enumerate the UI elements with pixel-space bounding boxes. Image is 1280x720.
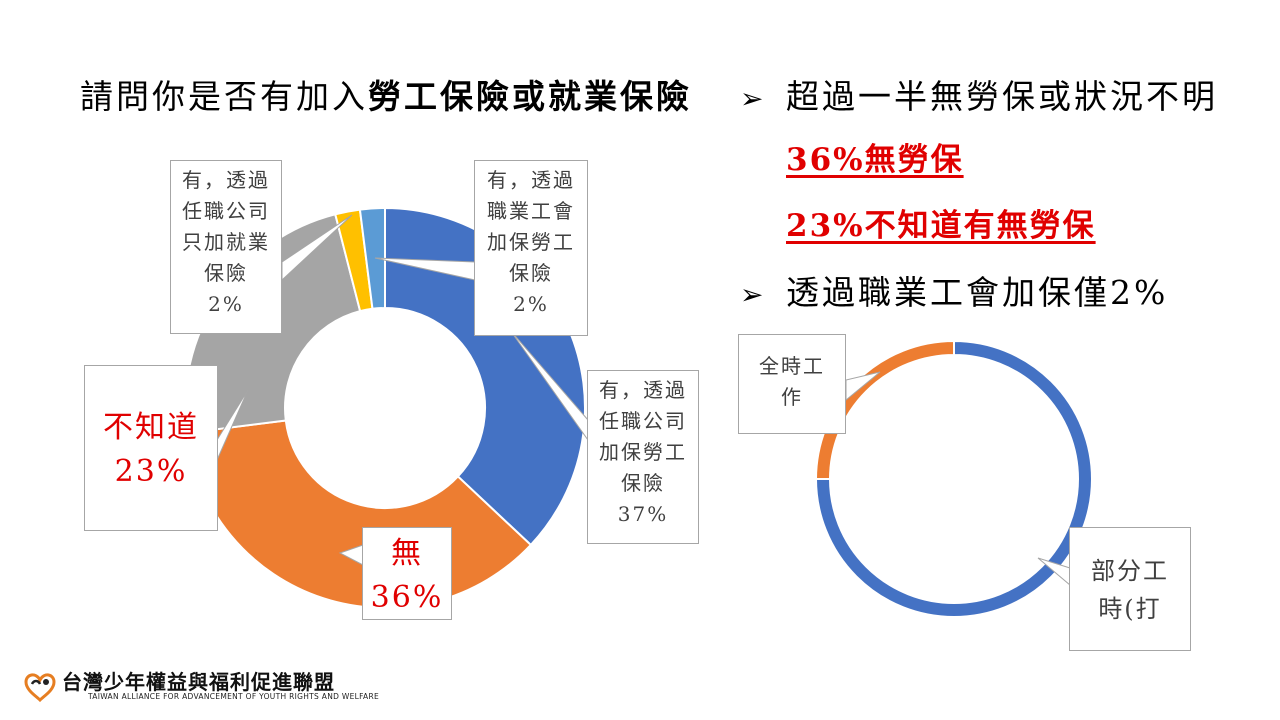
callout-line: 保險 [621, 471, 665, 495]
callout-value: 37% [617, 502, 669, 526]
callout-line: 保險 [204, 261, 248, 285]
callout-line: 有，透過 [182, 168, 270, 192]
callout-fulltime: 全時工 作 [738, 334, 846, 434]
callout-line: 不知道 [103, 410, 199, 445]
tayrw-logo-icon [24, 673, 56, 703]
highlight-no-insurance: 36%無勞保 [786, 142, 964, 178]
callout-value: 36% [370, 579, 444, 615]
callout-company-labor: 有，透過 任職公司 加保勞工 保險 37% [587, 370, 699, 544]
callout-line: 加保勞工 [599, 440, 687, 464]
bullet-2-text: 透過職業工會加保僅2% [786, 273, 1169, 312]
callout-employment-only: 有，透過 任職公司 只加就業 保險 2% [170, 160, 282, 334]
callout-value: 2% [513, 292, 549, 316]
title-part-2: 勞工保險或就業保險 [368, 77, 692, 116]
pointer-fulltime [845, 371, 881, 402]
org-name: 台灣少年權益與福利促進聯盟 [62, 670, 335, 694]
org-subtitle: TAIWAN ALLIANCE FOR ADVANCEMENT OF YOUTH… [88, 692, 380, 701]
callout-line: 部分工 [1091, 557, 1169, 585]
callout-parttime: 部分工 時(打 [1069, 527, 1191, 651]
arrow-bullet-icon: ➢ [740, 278, 767, 311]
callout-line: 時(打 [1098, 595, 1162, 624]
callout-line: 任職公司 [182, 199, 270, 223]
callout-none: 無 36% [362, 527, 452, 620]
callout-unknown: 不知道 23% [84, 365, 218, 531]
pointer-employment-only [281, 214, 353, 282]
bullet-1: ➢ 超過一半無勞保或狀況不明 [740, 70, 1218, 118]
bullet-1-text: 超過一半無勞保或狀況不明 [786, 77, 1218, 116]
callout-line: 保險 [509, 261, 553, 285]
slide-title: 請問你是否有加入勞工保險或就業保險 [80, 70, 692, 118]
callout-union: 有，透過 職業工會 加保勞工 保險 2% [474, 160, 588, 336]
callout-line: 全時工 [759, 354, 825, 378]
bullet-2: ➢ 透過職業工會加保僅2% [740, 266, 1168, 314]
title-part-1: 請問你是否有加入 [80, 77, 368, 116]
org-logo: 台灣少年權益與福利促進聯盟 TAIWAN ALLIANCE FOR ADVANC… [22, 666, 382, 706]
arrow-bullet-icon: ➢ [740, 82, 767, 115]
callout-line: 只加就業 [182, 230, 270, 254]
callout-line: 加保勞工 [487, 230, 575, 254]
callout-line: 職業工會 [487, 199, 575, 223]
callout-line: 任職公司 [599, 409, 687, 433]
callout-value: 2% [208, 292, 244, 316]
callout-line: 有，透過 [599, 378, 687, 402]
slice-union [358, 206, 386, 310]
callout-value: 23% [114, 453, 188, 489]
highlight-unknown: 23%不知道有無勞保 [786, 208, 1096, 244]
callout-line: 無 [391, 536, 423, 571]
callout-line: 有，透過 [487, 168, 575, 192]
callout-line: 作 [781, 385, 803, 409]
